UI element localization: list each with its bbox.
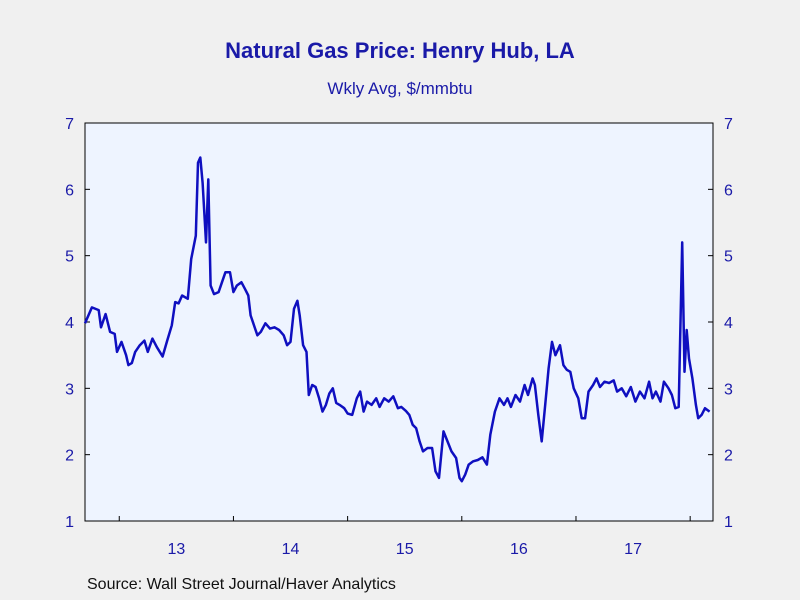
y-tick-label-left: 7: [65, 116, 74, 133]
x-tick-label: 15: [396, 541, 414, 558]
y-tick-label-left: 5: [65, 249, 74, 266]
y-tick-label-left: 6: [65, 182, 74, 199]
y-tick-label-right: 1: [724, 514, 733, 531]
x-tick-label: 17: [624, 541, 642, 558]
source-note: Source: Wall Street Journal/Haver Analyt…: [87, 576, 396, 593]
y-tick-label-right: 4: [724, 315, 733, 332]
plot-area: [84, 122, 714, 522]
y-tick-label-right: 6: [724, 182, 733, 199]
axes-layer: 1 1 2 2 3 3 4 4 5 5 6 6 7 7 13 14 15 16 17: [65, 116, 733, 558]
y-tick-label-right: 3: [724, 381, 733, 398]
y-tick-label-right: 7: [724, 116, 733, 133]
y-tick-label-right: 5: [724, 249, 733, 266]
y-tick-label-left: 4: [65, 315, 74, 332]
x-tick-label: 16: [510, 541, 528, 558]
x-tick-label: 14: [282, 541, 300, 558]
y-tick-label-left: 3: [65, 381, 74, 398]
chart-subtitle: Wkly Avg, $/mmbtu: [327, 79, 473, 98]
y-tick-label-left: 2: [65, 448, 74, 465]
x-tick-label: 13: [167, 541, 185, 558]
y-tick-label-left: 1: [65, 514, 74, 531]
chart-title: Natural Gas Price: Henry Hub, LA: [225, 38, 575, 63]
y-tick-label-right: 2: [724, 448, 733, 465]
series-line-price: [83, 156, 711, 483]
